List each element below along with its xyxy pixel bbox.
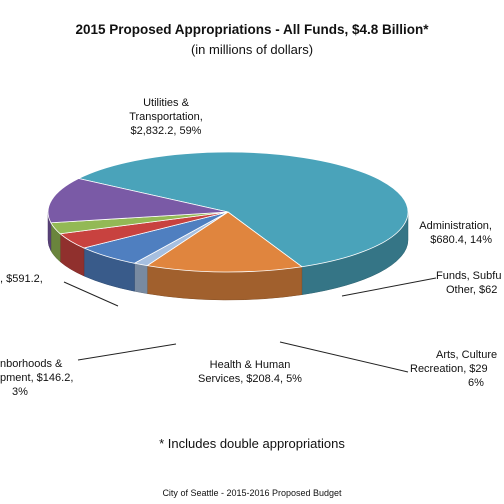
leader-line-funds	[341, 277, 437, 297]
leader-line-public_safety	[63, 281, 119, 307]
chart-subtitle: (in millions of dollars)	[190, 42, 314, 57]
pie-slice-public_safety	[47, 178, 229, 224]
pie-slice-administration	[146, 211, 303, 273]
label-arts: Arts, Culture Recreation, $29 6%	[410, 349, 498, 389]
label-utilities: Utilities & Transportation, $2,832.2, 59…	[129, 97, 203, 137]
label-funds: Funds, Subfu Other, $62	[436, 270, 502, 296]
label-health: Health & Human Services, $208.4, 5%	[198, 359, 302, 385]
pie-slice-utilities	[77, 151, 409, 268]
leader-line-neighborhoods	[77, 343, 177, 361]
leader-line-arts	[279, 341, 409, 373]
chart-title: 2015 Proposed Appropriations - All Funds…	[75, 22, 429, 37]
label-public-safety: , $591.2,	[0, 273, 43, 285]
label-neighborhoods: nborhoods & pment, $146.2, 3%	[0, 358, 74, 398]
footnote: * Includes double appropriations	[159, 436, 345, 451]
page-footer: City of Seattle - 2015-2016 Proposed Bud…	[162, 488, 342, 498]
pie-side-funds	[134, 262, 148, 294]
label-administration: Administration, $680.4, 14%	[419, 220, 492, 246]
